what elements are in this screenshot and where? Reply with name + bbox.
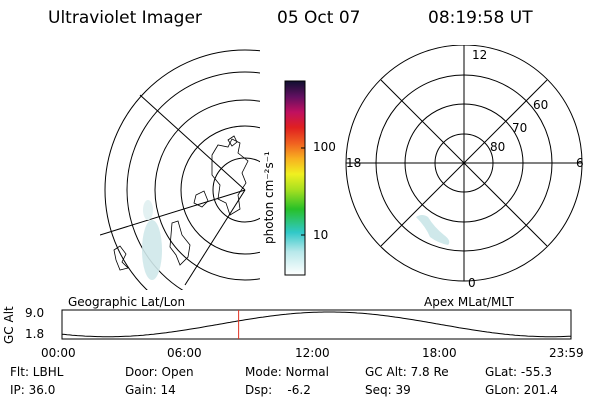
info-glon: GLon: 201.4 <box>485 383 558 397</box>
altitude-tick-max: 9.0 <box>25 306 45 320</box>
info-glat: GLat: -55.3 <box>485 365 552 379</box>
geographic-map <box>100 49 260 290</box>
info-gain: Gain: 14 <box>125 383 176 397</box>
lat-label-80: 80 <box>490 140 505 154</box>
colorbar-tick-10: 10 <box>313 228 329 242</box>
observation-time: 08:19:58 UT <box>428 8 533 28</box>
lat-label-60: 60 <box>533 98 548 112</box>
info-mode: Mode: Normal <box>245 365 329 379</box>
info-door: Door: Open <box>125 365 194 379</box>
time-tick-1800: 18:00 <box>422 346 457 360</box>
time-tick-1200: 12:00 <box>295 346 330 360</box>
mlt-label-12: 12 <box>472 48 487 62</box>
info-filter: Flt: LBHL <box>10 365 64 379</box>
geographic-title: Geographic Lat/Lon <box>68 295 186 309</box>
colorbar-tick-100: 100 <box>313 140 336 154</box>
mlt-label-18: 18 <box>346 156 361 170</box>
time-tick-0000: 00:00 <box>41 346 76 360</box>
observation-date: 05 Oct 07 <box>277 8 361 28</box>
time-tick-0600: 06:00 <box>167 346 202 360</box>
altitude-axis-label: GC Alt <box>2 306 16 344</box>
info-gc-alt: GC Alt: 7.8 Re <box>365 365 449 379</box>
altitude-plot <box>61 309 572 340</box>
mlt-label-6: 6 <box>576 156 584 170</box>
altitude-tick-min: 1.8 <box>25 327 45 341</box>
lat-label-70: 70 <box>512 121 527 135</box>
info-ip: IP: 36.0 <box>10 383 56 397</box>
apex-title: Apex MLat/MLT <box>424 295 514 309</box>
colorbar <box>284 80 306 276</box>
colorbar-unit-label: photon cm⁻²s⁻¹ <box>262 151 276 244</box>
altitude-curve <box>61 311 572 338</box>
mlt-label-0: 0 <box>468 276 476 290</box>
instrument-title: Ultraviolet Imager <box>48 8 202 28</box>
info-dsp: Dsp: -6.2 <box>245 383 311 397</box>
polar-plot: 12 18 6 0 80 70 60 <box>345 45 584 290</box>
info-seq: Seq: 39 <box>365 383 411 397</box>
time-tick-2359: 23:59 <box>549 346 584 360</box>
